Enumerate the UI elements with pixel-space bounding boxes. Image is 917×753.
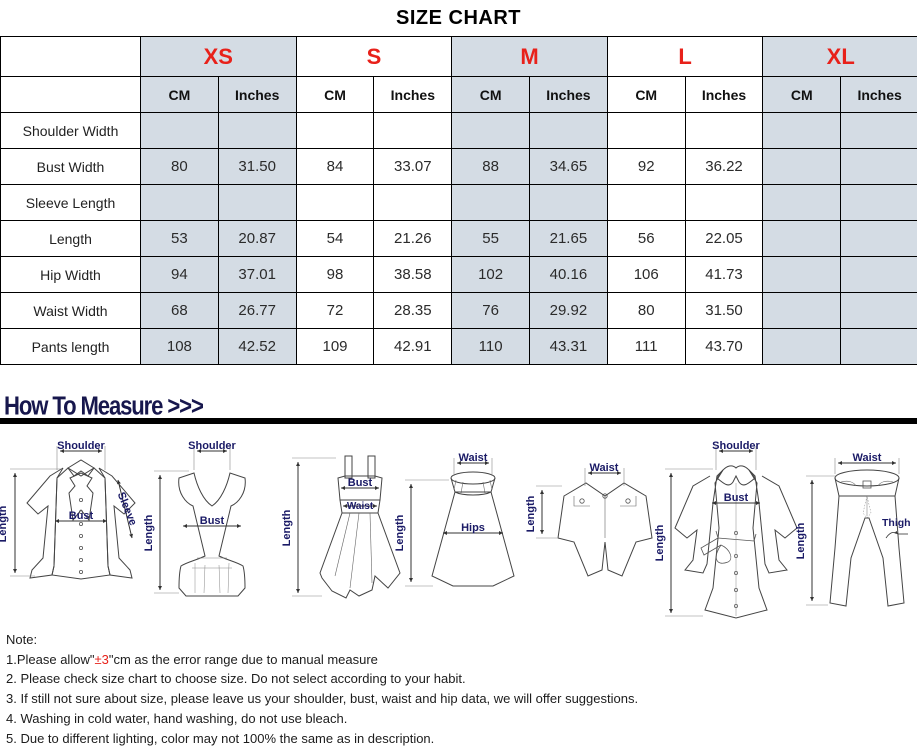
svg-text:Length: Length: [654, 524, 666, 561]
svg-text:Bust: Bust: [69, 510, 94, 522]
svg-text:Bust: Bust: [348, 477, 373, 489]
svg-text:Length: Length: [394, 514, 406, 551]
svg-text:Length: Length: [795, 522, 807, 559]
svg-text:Thigh: Thigh: [882, 517, 911, 529]
svg-text:Waist: Waist: [459, 452, 488, 464]
svg-text:Waist: Waist: [590, 462, 619, 474]
svg-text:Length: Length: [143, 514, 155, 551]
svg-text:Shoulder: Shoulder: [188, 440, 236, 452]
svg-text:Hips: Hips: [461, 522, 485, 534]
svg-text:Length: Length: [0, 505, 9, 542]
svg-text:Shoulder: Shoulder: [712, 440, 760, 452]
svg-text:Waist: Waist: [853, 452, 882, 464]
svg-text:Length: Length: [525, 495, 537, 532]
svg-text:Waist: Waist: [347, 501, 374, 512]
svg-text:Shoulder: Shoulder: [57, 440, 105, 452]
svg-text:Bust: Bust: [200, 515, 225, 527]
svg-text:Bust: Bust: [724, 492, 749, 504]
svg-text:Length: Length: [281, 509, 293, 546]
